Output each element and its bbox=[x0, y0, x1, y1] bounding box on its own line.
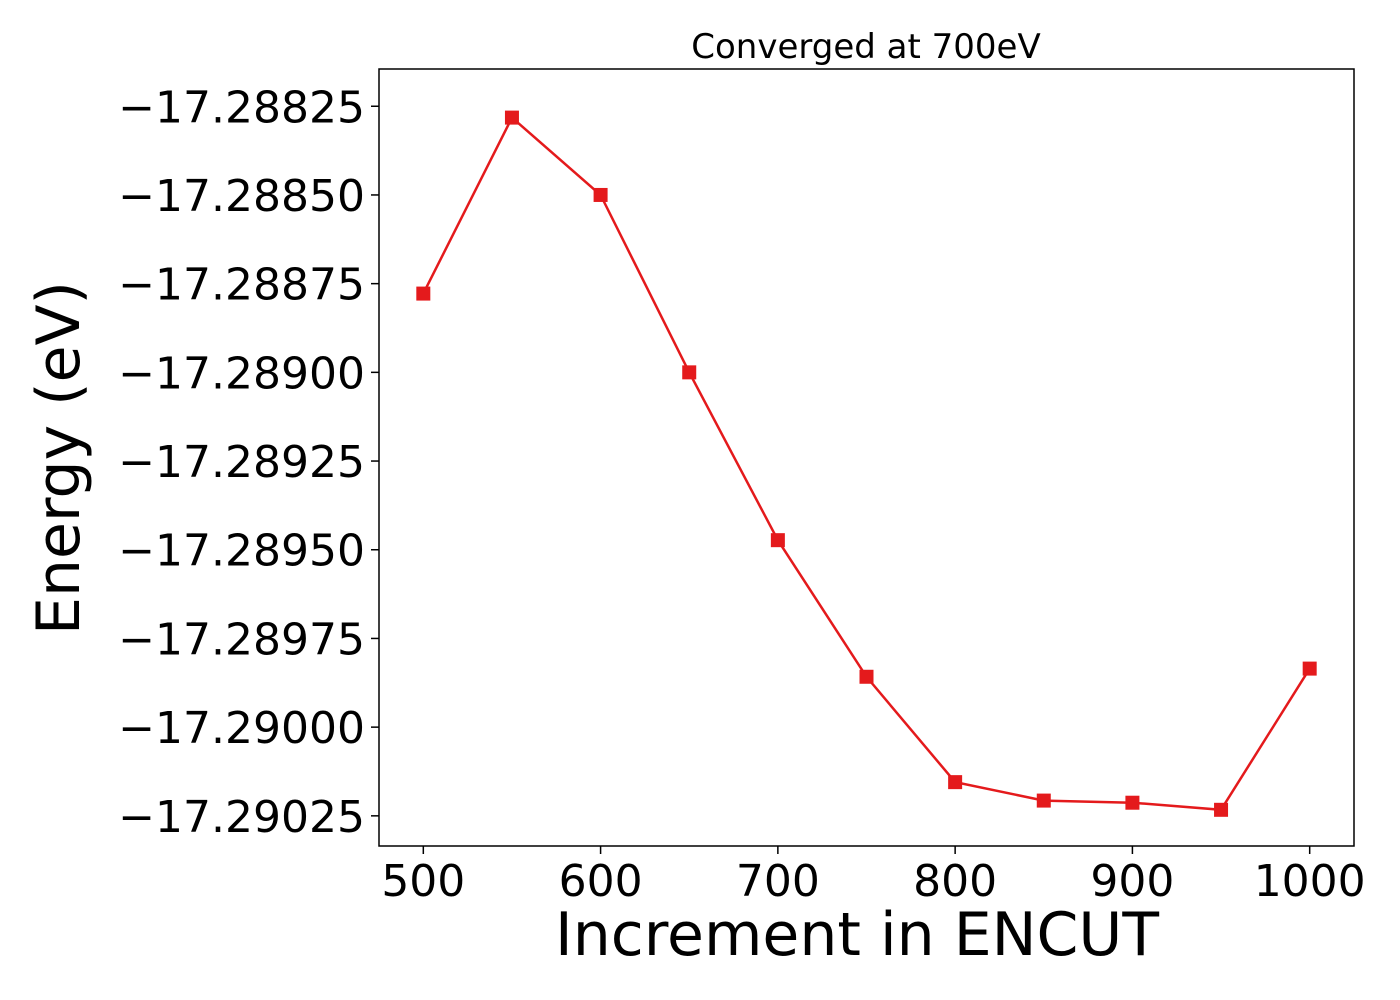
y-tick-label: −17.29025 bbox=[118, 792, 365, 843]
y-tick-label: −17.28850 bbox=[118, 171, 365, 222]
x-tick-label: 900 bbox=[1090, 856, 1174, 907]
y-tick-label: −17.28875 bbox=[118, 260, 365, 311]
y-tick-label: −17.28950 bbox=[118, 526, 365, 577]
data-point bbox=[770, 533, 785, 548]
data-point bbox=[504, 110, 519, 125]
x-tick-label: 800 bbox=[913, 856, 997, 907]
x-tick-label: 1000 bbox=[1254, 856, 1366, 907]
data-point bbox=[1125, 795, 1140, 810]
x-tick-label: 700 bbox=[736, 856, 820, 907]
x-tick-label: 500 bbox=[381, 856, 465, 907]
plot-layer bbox=[416, 110, 1317, 817]
data-point bbox=[416, 286, 431, 301]
x-axis: 500 600 700 800 900 1000 bbox=[381, 846, 1366, 907]
y-axis-title: Energy (eV) bbox=[24, 281, 94, 635]
plot-frame bbox=[378, 68, 1355, 847]
y-tick-label: −17.28975 bbox=[118, 614, 365, 665]
data-point bbox=[593, 187, 608, 202]
chart-title: Converged at 700eV bbox=[691, 27, 1040, 67]
x-tick-label: 600 bbox=[559, 856, 643, 907]
y-axis: −17.28825 −17.28850 −17.28875 −17.28900 −17.… bbox=[118, 82, 379, 843]
x-axis-title: Increment in ENCUT bbox=[555, 900, 1159, 970]
y-tick-label: −17.28925 bbox=[118, 437, 365, 488]
y-tick-label: −17.28900 bbox=[118, 348, 365, 399]
data-point bbox=[682, 365, 697, 380]
data-point bbox=[859, 669, 874, 684]
data-point bbox=[1302, 661, 1317, 676]
data-point bbox=[948, 775, 963, 790]
series-line bbox=[422, 115, 1311, 812]
y-tick-label: −17.29000 bbox=[118, 703, 365, 754]
data-point bbox=[1214, 802, 1229, 817]
y-tick-label: −17.28825 bbox=[118, 82, 365, 133]
data-point bbox=[1036, 793, 1051, 808]
